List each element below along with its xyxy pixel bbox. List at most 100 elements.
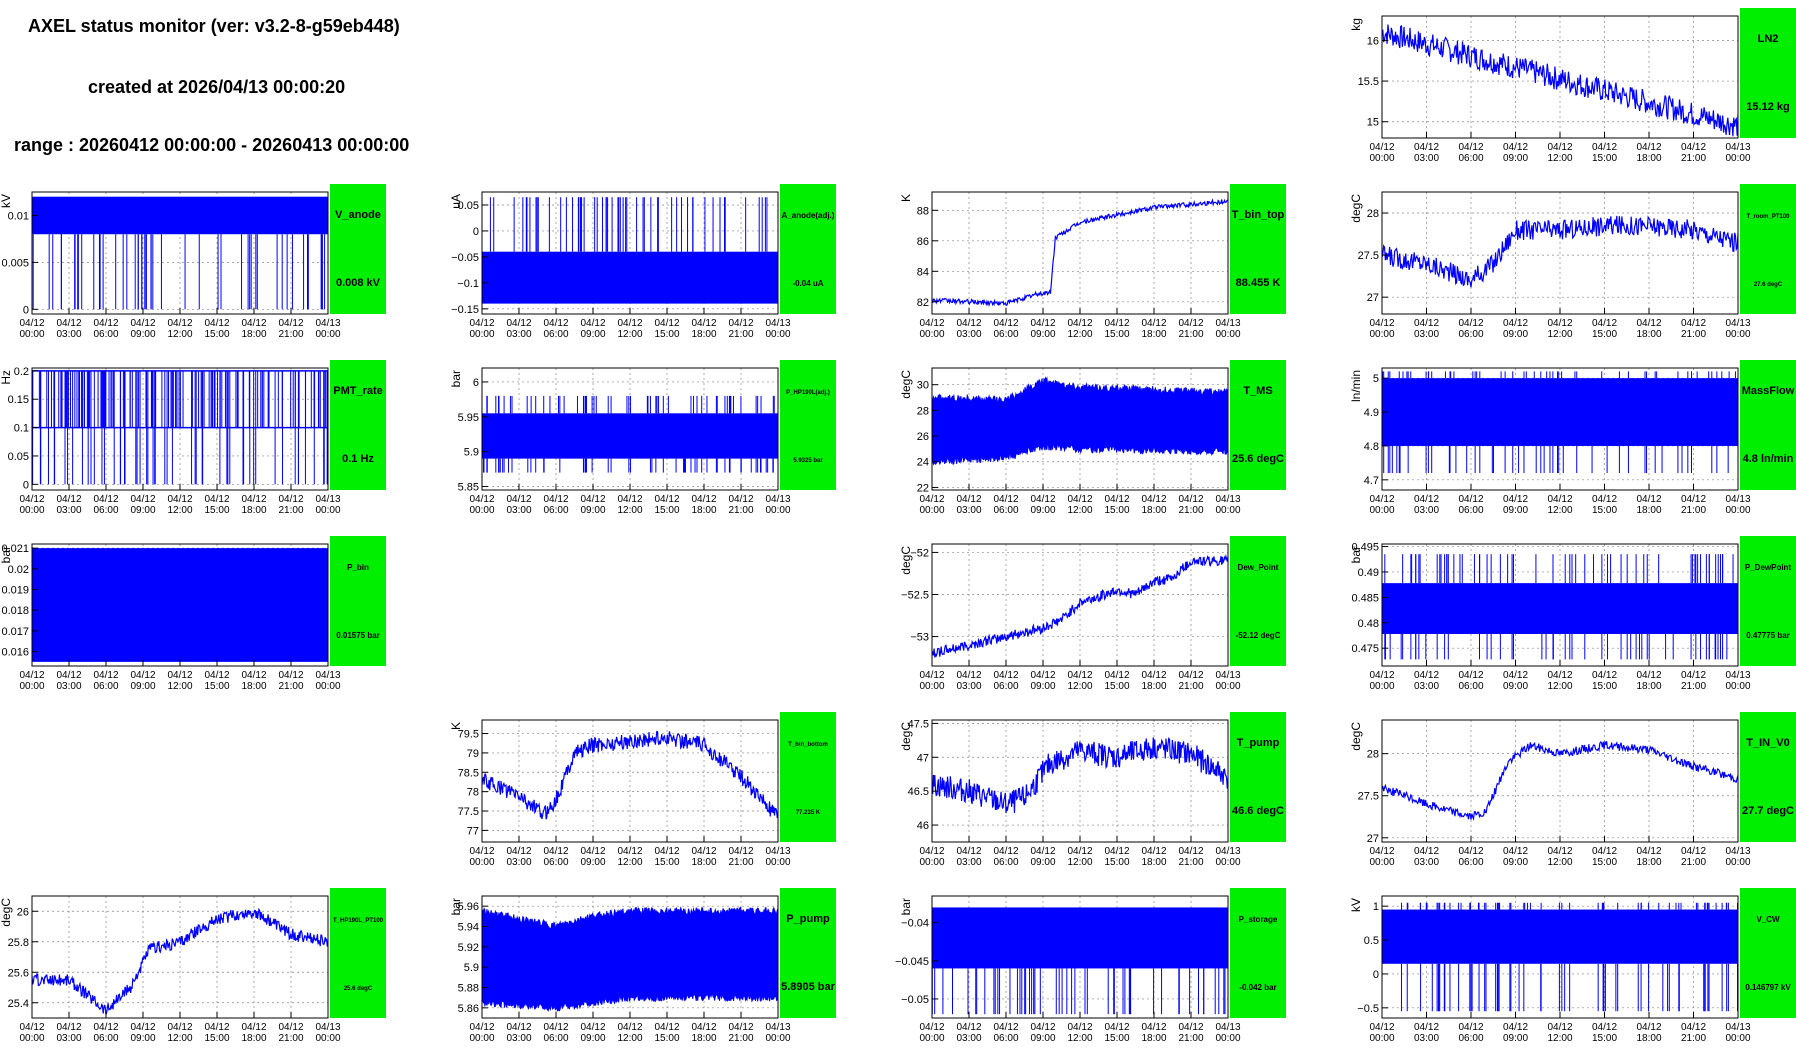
x-tick-label: 04/12 [1636,670,1661,681]
badge-title: T_MS [1243,385,1272,397]
x-tick-label: 12:00 [167,505,192,516]
x-tick-label: 15:00 [654,505,679,516]
x-tick-label: 04/12 [56,1022,81,1033]
y-axis-label: bar [899,898,913,915]
badge-value: 0.008 kV [336,277,381,289]
x-tick-label: 04/12 [1414,494,1439,505]
x-tick-label: 04/12 [1681,846,1706,857]
chart-p-dewpoint: 0.4750.480.4850.490.495bar04/1200:0004/1… [1349,536,1796,692]
x-tick-label: 15:00 [1592,1033,1617,1044]
x-tick-label: 18:00 [241,681,266,692]
x-tick-label: 04/12 [654,846,679,857]
x-tick-label: 04/12 [1547,846,1572,857]
x-tick-label: 04/12 [1067,670,1092,681]
trace [482,197,778,304]
x-tick-label: 03:00 [1414,1033,1439,1044]
x-tick-label: 12:00 [167,329,192,340]
x-tick-label: 04/12 [1369,494,1394,505]
x-tick-label: 09:00 [1030,329,1055,340]
x-tick-label: 04/12 [278,1022,303,1033]
x-tick-label: 21:00 [728,505,753,516]
x-tick-label: 04/12 [617,494,642,505]
status-badge [1740,8,1796,138]
y-tick-label: 4.9 [1364,407,1379,419]
data-band [32,196,328,235]
x-tick-label: 04/13 [1725,670,1750,681]
badge-title: MassFlow [1742,385,1795,397]
x-tick-label: 00:00 [765,1033,790,1044]
x-tick-label: 04/12 [1141,1022,1166,1033]
status-badge [1740,536,1796,666]
y-tick-label: 46.5 [908,786,929,798]
x-tick-label: 15:00 [204,329,229,340]
x-tick-label: 04/13 [765,846,790,857]
x-tick-label: 04/13 [1215,670,1240,681]
x-tick-label: 12:00 [1067,505,1092,516]
x-tick-label: 04/12 [691,494,716,505]
x-tick-label: 03:00 [56,329,81,340]
y-tick-label: 22 [917,482,929,494]
x-tick-label: 04/12 [278,494,303,505]
data-line [932,737,1228,814]
x-tick-label: 03:00 [56,681,81,692]
x-tick-label: 04/12 [919,494,944,505]
y-tick-label: −53 [910,632,929,644]
x-tick-label: 15:00 [1104,681,1129,692]
x-tick-label: 04/12 [204,670,229,681]
y-tick-label: 5.9 [464,962,479,974]
x-tick-label: 03:00 [506,1033,531,1044]
y-tick-label: 4.7 [1364,475,1379,487]
x-tick-label: 04/12 [1547,142,1572,153]
x-tick-label: 04/12 [204,318,229,329]
chart-t-in-v0: 2727.528degC04/1200:0004/1203:0004/1206:… [1349,712,1796,868]
x-tick-label: 00:00 [919,857,944,868]
badge-title: P_DewPoint [1745,563,1792,572]
x-tick-label: 21:00 [728,329,753,340]
x-tick-label: 04/12 [506,1022,531,1033]
badge-title: T_IN_V0 [1746,737,1789,749]
y-tick-label: 0.017 [1,626,29,638]
badge-value: 4.8 ln/min [1743,453,1794,465]
x-tick-label: 21:00 [1681,329,1706,340]
x-tick-label: 00:00 [19,505,44,516]
data-band [482,413,778,459]
x-tick-label: 04/12 [506,494,531,505]
x-tick-label: 12:00 [167,1033,192,1044]
x-tick-label: 04/12 [1141,318,1166,329]
x-tick-label: 04/12 [19,494,44,505]
x-tick-label: 04/12 [1414,670,1439,681]
x-tick-label: 03:00 [506,857,531,868]
x-tick-label: 12:00 [1547,857,1572,868]
x-tick-label: 04/12 [1067,494,1092,505]
x-tick-label: 00:00 [19,329,44,340]
x-tick-label: 09:00 [580,329,605,340]
trace [1382,371,1738,474]
y-tick-label: −0.1 [457,278,479,290]
x-tick-label: 04/12 [691,846,716,857]
x-tick-label: 04/12 [919,846,944,857]
data-line [932,554,1228,658]
x-tick-label: 09:00 [1030,505,1055,516]
x-tick-label: 03:00 [956,329,981,340]
badge-value: 0.01575 bar [336,631,380,640]
x-tick-label: 04/12 [1414,1022,1439,1033]
y-tick-label: 0.495 [1351,542,1379,554]
y-tick-label: 5.85 [458,482,479,494]
x-tick-label: 04/12 [543,494,568,505]
x-tick-label: 04/12 [580,318,605,329]
y-tick-label: 0.05 [458,200,479,212]
y-tick-label: 5.92 [458,942,479,954]
x-tick-label: 21:00 [1681,153,1706,164]
badge-title: P_HP190L(adj.) [786,390,830,396]
x-tick-label: 04/12 [241,1022,266,1033]
x-tick-label: 04/12 [580,1022,605,1033]
x-tick-label: 21:00 [1178,329,1203,340]
x-tick-label: 04/12 [1458,142,1483,153]
y-tick-label: 0.2 [14,366,29,378]
badge-title: T_bin_bottom [788,742,828,748]
x-tick-label: 04/12 [1178,1022,1203,1033]
x-tick-label: 04/12 [19,670,44,681]
x-tick-label: 06:00 [1458,681,1483,692]
y-tick-label: 0.1 [14,423,29,435]
x-tick-label: 15:00 [654,857,679,868]
